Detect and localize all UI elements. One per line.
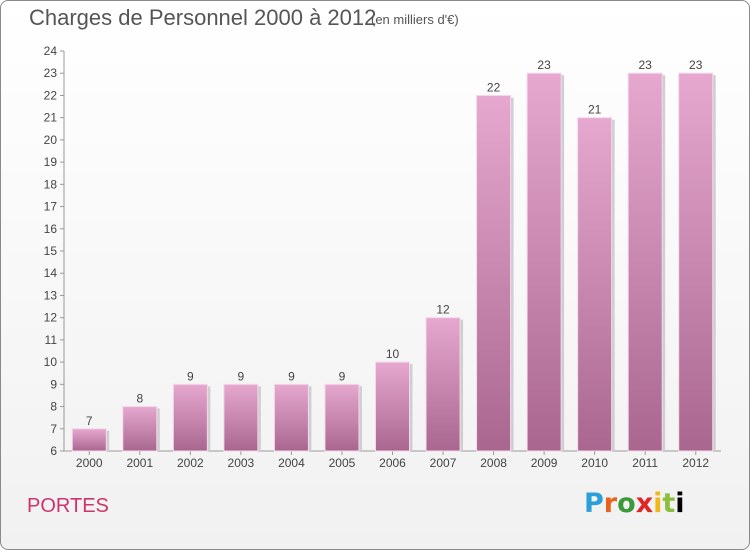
y-tick-label: 11 — [45, 333, 58, 347]
commune-name: PORTES — [27, 495, 109, 517]
x-tick-label: 2005 — [329, 456, 356, 470]
y-tick-label: 17 — [44, 200, 58, 214]
logo-letter: r — [603, 488, 618, 519]
y-tick-label: 14 — [44, 266, 58, 280]
bar-value-label: 8 — [136, 392, 143, 406]
x-tick-label: 2000 — [76, 456, 103, 470]
x-tick-label: 2003 — [228, 456, 255, 470]
y-tick-label: 23 — [44, 66, 58, 80]
y-tick-label: 19 — [44, 155, 58, 169]
bar — [122, 406, 158, 452]
x-tick-label: 2001 — [126, 456, 153, 470]
x-tick-label: 2010 — [581, 456, 608, 470]
bar — [678, 72, 714, 452]
logo-letter: P — [584, 488, 604, 519]
bar — [375, 361, 410, 452]
chart-title: Charges de Personnel 2000 à 2012 — [29, 5, 377, 30]
x-tick-label: 2004 — [278, 456, 305, 470]
logo-letter: x — [635, 488, 654, 519]
y-tick-label: 21 — [44, 111, 58, 125]
y-tick-label: 18 — [44, 177, 58, 191]
bar-value-label: 22 — [487, 80, 501, 94]
bar-value-label: 9 — [339, 369, 346, 383]
x-tick-label: 2008 — [480, 456, 507, 470]
logo-letter: o — [617, 488, 636, 519]
x-tick-label: 2006 — [379, 456, 406, 470]
bar-value-label: 10 — [386, 347, 400, 361]
bar-value-label: 9 — [238, 369, 245, 383]
x-tick-label: 2012 — [682, 456, 709, 470]
y-tick-label: 15 — [44, 244, 58, 258]
y-tick-label: 20 — [44, 133, 58, 147]
y-tick-label: 13 — [44, 288, 58, 302]
bar — [324, 383, 360, 452]
bar — [476, 94, 512, 452]
y-tick-label: 10 — [44, 355, 58, 369]
y-tick-label: 16 — [44, 222, 58, 236]
bar-value-label: 9 — [288, 369, 295, 383]
bar-value-label: 7 — [86, 414, 93, 428]
bar — [71, 428, 107, 452]
logo-letter: i — [675, 488, 685, 519]
logo-letter: t — [662, 488, 676, 519]
bar — [223, 383, 259, 452]
bar-value-label: 23 — [537, 58, 551, 72]
x-tick-label: 2011 — [632, 456, 658, 470]
bar — [172, 383, 208, 452]
y-tick-label: 6 — [50, 444, 57, 458]
bar — [273, 383, 309, 452]
bar — [526, 72, 562, 452]
proxiti-logo[interactable]: Proxiti — [584, 488, 685, 519]
y-tick-label: 24 — [44, 44, 58, 58]
chart-subtitle: (en milliers d'€) — [371, 12, 459, 27]
y-tick-label: 7 — [50, 422, 57, 436]
y-tick-label: 9 — [50, 377, 57, 391]
bar-value-label: 9 — [187, 369, 194, 383]
y-tick-label: 12 — [44, 311, 58, 325]
y-tick-label: 22 — [44, 88, 58, 102]
y-tick-label: 8 — [50, 400, 57, 414]
bar — [425, 317, 461, 452]
bar-value-label: 12 — [436, 303, 450, 317]
bar — [577, 117, 613, 452]
x-tick-label: 2002 — [177, 456, 204, 470]
x-tick-label: 2007 — [430, 456, 457, 470]
x-tick-label: 2009 — [531, 456, 558, 470]
bar-value-label: 21 — [588, 103, 602, 117]
bar — [627, 72, 663, 452]
bar-value-label: 23 — [639, 58, 653, 72]
bar-value-label: 23 — [689, 58, 703, 72]
logo-letter: i — [653, 488, 663, 519]
